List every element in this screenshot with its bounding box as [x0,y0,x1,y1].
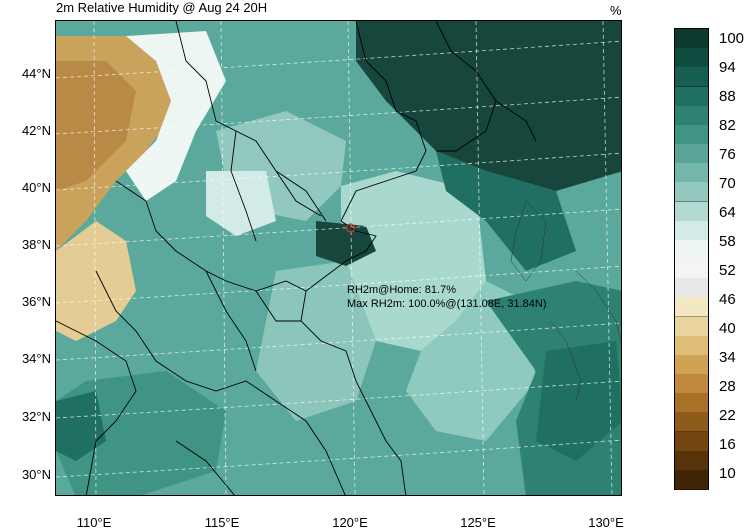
colorbar-segment [675,374,708,394]
colorbar-segment [675,412,708,433]
colorbar-label: 28 [719,378,736,395]
lon-label-120: 120°E [332,515,368,530]
colorbar-segment [675,335,708,356]
colorbar-segment [675,182,708,203]
home-rh-annotation: RH2m@Home: 81.7% [347,284,456,296]
lat-label-44: 44°N [21,66,51,81]
colorbar-label: 76 [719,146,736,163]
colorbar-segment [675,297,708,318]
lat-label-30: 30°N [21,467,51,482]
colorbar-segment [675,67,708,88]
chart-title: 2m Relative Humidity @ Aug 24 20H [56,0,268,15]
pale-transition [126,31,226,201]
south-plain-light [256,261,376,421]
colorbar-segment [675,239,708,260]
wet-northeast-2 [436,151,576,271]
lat-label-32: 32°N [21,409,51,424]
colorbar-segment [675,201,708,222]
lon-label-130: 130°E [588,515,624,530]
colorbar-segment [675,431,708,452]
colorbar-label: 58 [719,233,736,250]
lon-label-115: 115°E [204,515,240,530]
colorbar-label: 94 [719,59,736,76]
colorbar-segment [675,124,708,145]
colorbar-segment [675,220,708,241]
wet-southwest-dark [56,391,106,461]
home-marker-layer [345,223,356,233]
dry-west-core [56,61,136,191]
colorbar-segment [675,105,708,126]
pale-patch-central [206,171,276,236]
boundaries [56,21,537,495]
humidity-map [56,21,621,495]
wet-south [56,371,226,495]
colorbar-label: 70 [719,175,736,192]
colorbar-segment [675,450,708,471]
home-marker [345,223,356,233]
colorbar-label: 10 [719,465,736,482]
colorbar-segment [675,48,708,69]
colorbar-label: 22 [719,407,736,424]
colorbar-segment [675,144,708,164]
lat-label-38: 38°N [21,237,51,252]
max-rh-annotation: Max RH2m: 100.0%@(131.08E, 31.84N) [347,298,547,310]
lon-label-125: 125°E [460,515,496,530]
lat-label-36: 36°N [21,294,51,309]
colorbar-segment [675,393,708,414]
lat-label-42: 42°N [21,123,51,138]
colorbar-label: 52 [719,262,736,279]
wet-northeast [356,21,621,191]
lat-label-40: 40°N [21,180,51,195]
wet-southeast-dark [536,341,621,461]
colorbar [674,28,709,490]
colorbar-segment [675,354,708,375]
lon-label-110: 110°E [76,515,112,530]
colorbar-segment [675,469,708,490]
colorbar-label: 100 [719,30,745,47]
colorbar-label: 64 [719,204,736,221]
colorbar-label: 82 [719,117,736,134]
yellow-sea-zone [341,171,486,351]
lat-label-34: 34°N [21,351,51,366]
colorbar-segment [675,316,708,337]
colorbar-segment [675,278,708,299]
units-label: % [610,3,622,18]
peninsula-outlines [510,200,621,402]
colorbar-segment [675,29,708,49]
colorbar-segment [675,259,708,279]
colorbar-segment [675,163,708,184]
map-panel [55,20,622,496]
colorbar-label: 16 [719,436,736,453]
colorbar-label: 88 [719,88,736,105]
colorbar-label: 34 [719,349,736,366]
colorbar-label: 46 [719,291,736,308]
colorbar-segment [675,86,708,107]
colorbar-label: 40 [719,320,736,337]
graticule [56,21,621,495]
